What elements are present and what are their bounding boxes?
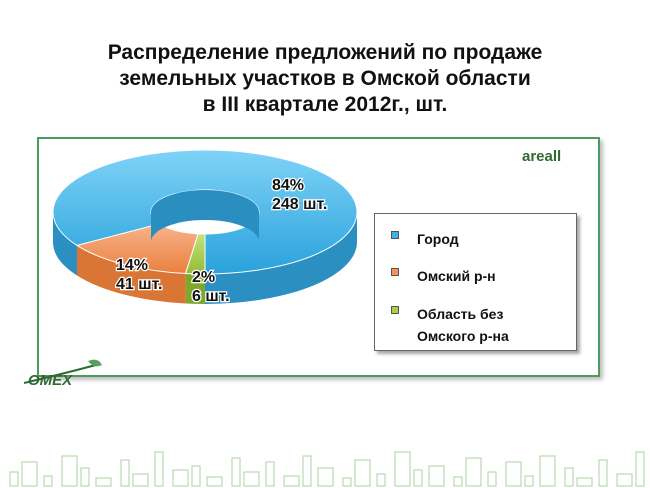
skyline-building: [564, 467, 574, 487]
skyline-building: [524, 475, 534, 487]
legend-item-city: Город: [391, 228, 459, 250]
skyline-building: [206, 476, 223, 487]
legend-marker-region: [391, 306, 399, 314]
skyline-building: [191, 465, 201, 487]
skyline-building: [95, 477, 112, 487]
skyline-building: [413, 469, 423, 487]
title-line-1: Распределение предложений по продаже: [107, 41, 543, 64]
slice-omsk-district-side: [77, 245, 186, 304]
skyline-building: [576, 477, 593, 487]
skyline-building: [453, 476, 463, 487]
skyline-building: [342, 477, 352, 487]
skyline-building: [487, 471, 497, 487]
legend-label-region-line1: Область без: [417, 306, 504, 322]
slice-city-label-percent: 84%: [272, 177, 304, 194]
slice-omsk-district-label-percent: 14%: [116, 257, 148, 274]
skyline-building: [80, 467, 90, 487]
skyline-building: [505, 461, 522, 487]
skyline-building: [394, 451, 411, 487]
omex-logo: OMEX: [23, 359, 102, 389]
skyline-building: [354, 459, 371, 487]
skyline-building: [231, 457, 241, 487]
skyline-building: [243, 471, 260, 487]
skyline-building: [9, 471, 19, 487]
skyline-building: [539, 455, 556, 487]
slice-region-side: [185, 273, 205, 304]
skyline-building: [465, 457, 482, 487]
skyline-building: [635, 451, 645, 487]
skyline-building: [598, 459, 608, 487]
chart-legend: Город Омский р-н Область без Омского р-н…: [374, 213, 577, 351]
slice-city: [52, 149, 358, 275]
skyline-building: [317, 467, 334, 487]
skyline-building: [428, 465, 445, 487]
slice-city-label-count: 248 шт.: [272, 196, 327, 213]
skyline-building: [376, 473, 386, 487]
legend-marker-omsk-district: [391, 268, 399, 276]
skyline-building: [172, 469, 189, 487]
slice-region-label-count: 6 шт.: [192, 288, 230, 305]
legend-item-omsk-district: Омский р-н: [391, 265, 496, 287]
skyline-building: [283, 475, 300, 487]
skyline-building: [132, 473, 149, 487]
logo-text: OMEX: [28, 372, 73, 389]
slice-city-side: [53, 212, 357, 304]
slice-region-label-percent: 2%: [192, 269, 215, 286]
slice-omsk-district-label-count: 41 шт.: [116, 276, 162, 293]
chart-title: Распределение предложений по продаже зем…: [0, 40, 650, 118]
legend-marker-city: [391, 231, 399, 239]
legend-label-omsk-district: Омский р-н: [417, 268, 496, 284]
title-line-2: земельных участков в Омской области: [119, 67, 531, 90]
skyline-building: [61, 455, 78, 487]
legend-item-region: Область без Омского р-на: [391, 303, 509, 347]
title-line-3: в III квартале 2012г., шт.: [202, 93, 448, 116]
skyline-decoration: [9, 451, 645, 487]
legend-label-region-line2: Омского р-на: [417, 328, 509, 344]
donut-hole-wall: [151, 190, 259, 242]
skyline-building: [120, 459, 130, 487]
skyline-building: [302, 455, 312, 487]
legend-label-city: Город: [417, 231, 459, 247]
skyline-building: [43, 475, 53, 487]
skyline-building: [154, 451, 164, 487]
skyline-building: [616, 473, 633, 487]
brand-label: areall: [522, 148, 562, 165]
skyline-building: [21, 461, 38, 487]
skyline-building: [265, 461, 275, 487]
